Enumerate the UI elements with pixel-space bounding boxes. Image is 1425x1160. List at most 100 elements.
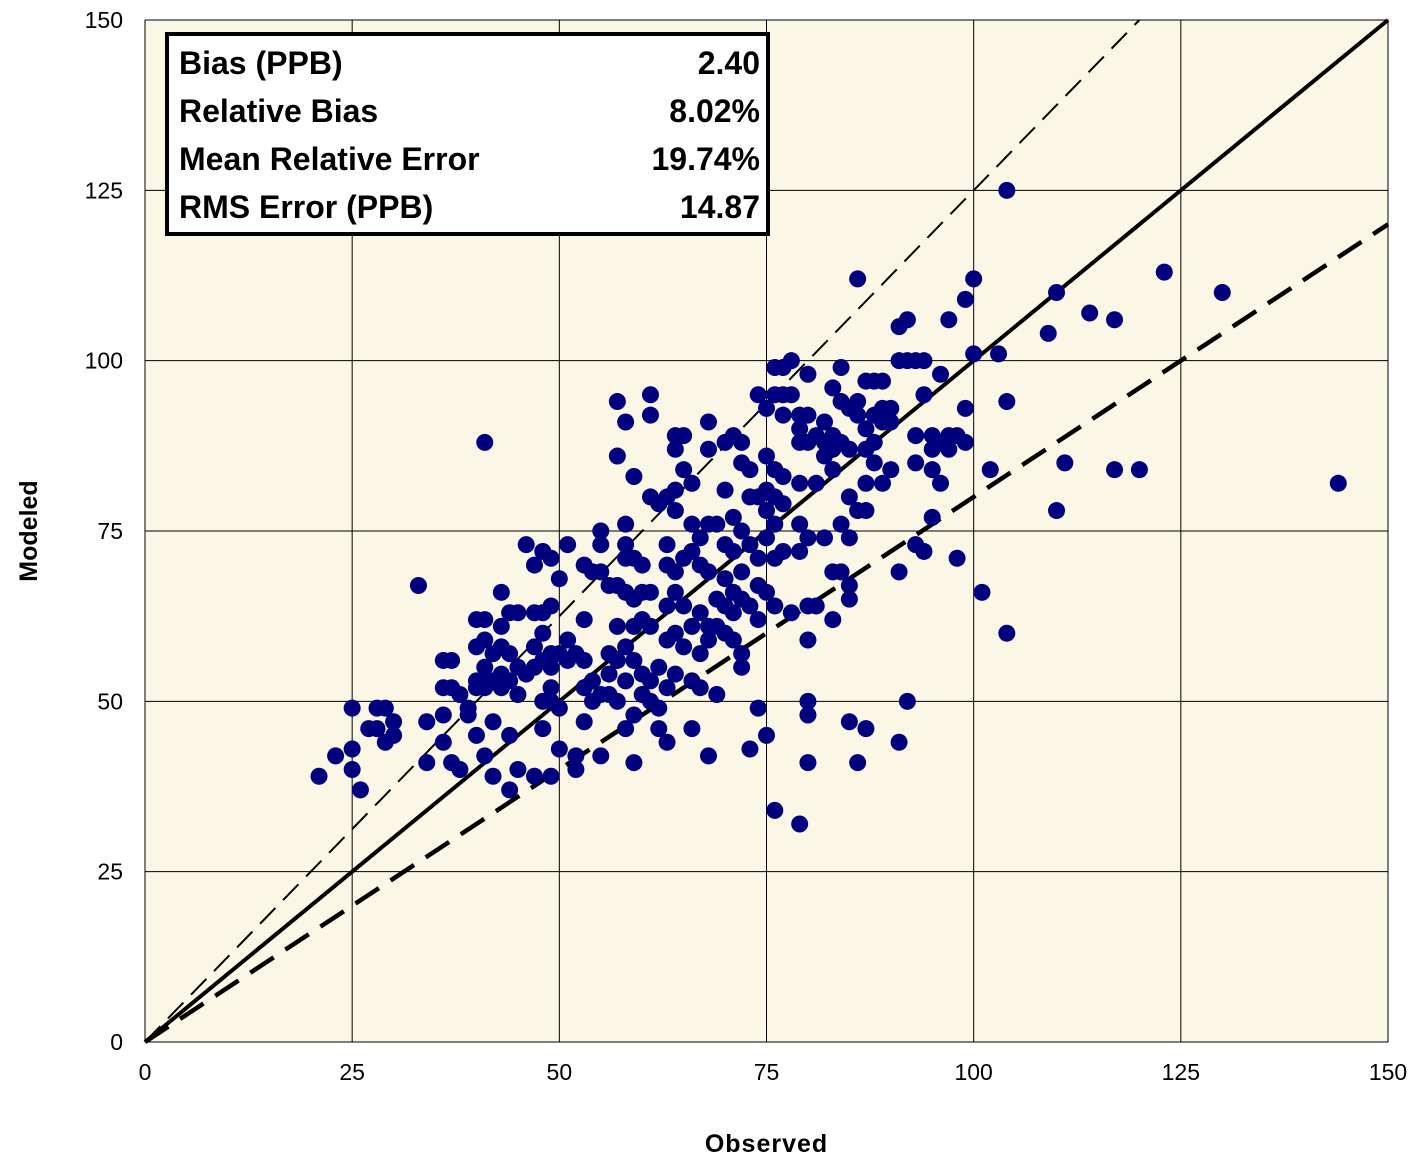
data-point [865,433,883,451]
data-point [534,720,552,738]
data-point [898,692,916,710]
data-point [492,583,510,601]
data-point [575,651,593,669]
data-point [956,433,974,451]
data-point [484,767,502,785]
data-point [724,604,742,622]
data-point [699,563,717,581]
data-point [675,638,693,656]
data-point [799,406,817,424]
data-point [973,583,991,601]
data-point [840,440,858,458]
data-point [998,624,1016,642]
data-point [849,270,867,288]
data-point [501,781,519,799]
y-tick-label: 25 [97,859,123,885]
data-point [658,733,676,751]
data-point [849,406,867,424]
data-point [758,447,775,465]
data-point [857,420,875,438]
data-point [749,611,767,629]
data-point [368,720,386,738]
data-point [608,617,626,635]
data-point [890,563,908,581]
data-point [525,638,543,656]
data-point [310,767,328,785]
data-point [1106,461,1124,479]
data-point [998,393,1016,411]
data-point [749,386,767,404]
data-point [733,563,751,581]
data-point [874,474,892,492]
data-point [501,645,519,663]
data-point [608,651,626,669]
data-point [550,699,568,717]
stat-row-relative-bias: Relative Bias 8.02% [179,88,760,134]
data-point [857,720,875,738]
data-point [658,536,676,554]
data-point [385,713,403,731]
data-point [956,399,974,417]
data-point [617,672,635,690]
data-point [641,583,659,601]
data-point [733,645,751,663]
data-point [699,631,717,649]
data-point [799,365,817,383]
stat-value: 19.74% [651,141,760,177]
data-point [451,686,469,704]
data-point [749,549,767,567]
data-point [799,631,817,649]
stat-row-mean-relative-error: Mean Relative Error 19.74% [179,136,760,182]
data-point [633,556,651,574]
data-point [882,413,900,431]
x-tick-labels: 0 25 50 75 100 125 150 [139,1059,1408,1085]
stat-row-bias: Bias (PPB) 2.40 [179,40,760,86]
data-point [650,720,668,738]
data-point [724,631,742,649]
data-point [898,311,916,329]
data-point [1048,284,1066,302]
data-point [343,699,361,717]
x-tick-label: 100 [954,1059,992,1085]
data-point [774,495,792,513]
data-point [816,529,834,547]
data-point [608,393,626,411]
data-point [683,542,701,560]
data-point [799,529,817,547]
data-point [683,515,701,533]
data-point [749,699,767,717]
stat-label: Relative Bias [179,93,379,129]
data-point [758,583,775,601]
data-point [443,651,461,669]
data-point [675,597,693,615]
data-point [990,345,1008,363]
data-point [608,692,626,710]
y-tick-labels: 0 25 50 75 100 125 150 [85,7,123,1055]
data-point [758,726,775,744]
data-point [691,529,709,547]
data-point [525,767,543,785]
data-point [418,754,436,772]
y-tick-label: 0 [110,1029,123,1055]
data-point [351,781,369,799]
data-point [724,542,742,560]
data-point [849,754,867,772]
data-point [832,358,850,376]
data-point [534,624,552,642]
data-point [807,474,825,492]
data-point [476,611,494,629]
x-tick-label: 50 [547,1059,573,1085]
data-point [683,720,701,738]
data-point [476,747,494,765]
statistics-box: Bias (PPB) 2.40 Relative Bias 8.02% Mean… [165,32,770,236]
data-point [675,461,693,479]
data-point [791,474,809,492]
data-point [1213,284,1231,302]
data-point [592,522,610,540]
data-point [625,706,643,724]
data-point [965,270,983,288]
stat-row-rms-error: RMS Error (PPB) 14.87 [179,184,760,230]
data-point [641,672,659,690]
data-point [542,767,560,785]
data-point [592,563,610,581]
